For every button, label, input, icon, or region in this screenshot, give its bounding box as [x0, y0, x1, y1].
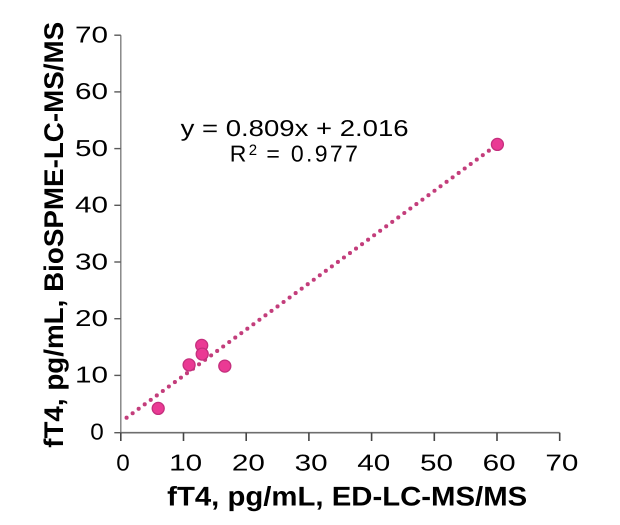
svg-text:70: 70 [75, 22, 108, 48]
svg-text:fT4, pg/mL, BioSPME-LC-MS/MS: fT4, pg/mL, BioSPME-LC-MS/MS [39, 22, 69, 448]
svg-text:50: 50 [75, 135, 108, 161]
svg-text:20: 20 [75, 305, 108, 331]
svg-text:0: 0 [90, 419, 104, 445]
svg-text:70: 70 [545, 450, 578, 476]
svg-text:10: 10 [169, 450, 202, 476]
svg-text:y = 0.809x + 2.016: y = 0.809x + 2.016 [181, 115, 409, 141]
svg-text:60: 60 [483, 450, 516, 476]
svg-text:60: 60 [75, 78, 108, 104]
svg-text:50: 50 [420, 450, 453, 476]
svg-text:40: 40 [75, 192, 108, 218]
svg-text:30: 30 [295, 450, 328, 476]
svg-text:0: 0 [116, 450, 130, 476]
svg-text:30: 30 [75, 248, 108, 274]
svg-text:fT4, pg/mL, ED-LC-MS/MS: fT4, pg/mL, ED-LC-MS/MS [167, 482, 527, 512]
svg-text:40: 40 [357, 450, 390, 476]
svg-text:20: 20 [232, 450, 265, 476]
svg-text:10: 10 [75, 362, 108, 388]
